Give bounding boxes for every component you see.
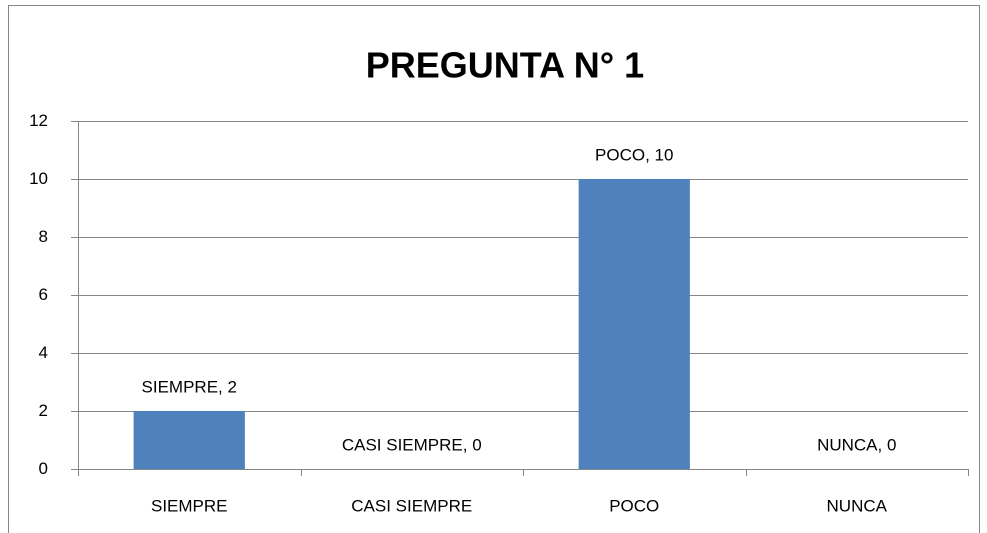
bar [133,411,245,469]
y-tick-label: 6 [39,285,48,304]
y-tick-label: 8 [39,227,48,246]
y-tick-label: 12 [29,111,48,130]
bar [578,179,690,469]
data-label: CASI SIEMPRE, 0 [342,435,482,454]
data-label: NUNCA, 0 [817,435,896,454]
x-tick-label: CASI SIEMPRE [351,496,472,515]
y-tick-label: 10 [29,169,48,188]
x-tick-label: POCO [609,496,659,515]
y-tick-label: 0 [39,459,48,478]
y-tick-label: 2 [39,401,48,420]
x-tick-label: NUNCA [827,496,888,515]
chart-title: PREGUNTA N° 1 [366,45,644,86]
y-tick-label: 4 [39,343,48,362]
x-tick-label: SIEMPRE [151,496,228,515]
data-label: POCO, 10 [595,145,673,164]
data-label: SIEMPRE, 2 [142,377,237,396]
